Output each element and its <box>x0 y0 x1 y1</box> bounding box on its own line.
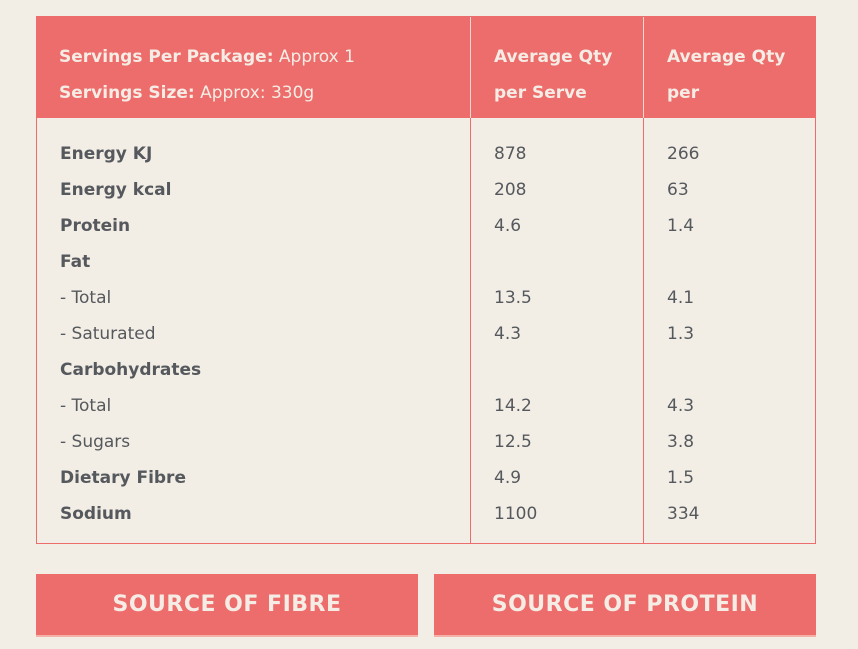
nutrient-label: Fat <box>60 252 91 272</box>
source-of-fibre-badge: SOURCE OF FIBRE <box>36 574 418 637</box>
table-body: Energy KJ 878 266 Energy kcal 208 63 Protein 4.… <box>37 118 815 543</box>
table-row: - Saturated 4.3 1.3 <box>37 316 815 352</box>
table-row: Energy kcal 208 63 <box>37 172 815 208</box>
per-value: 63 <box>667 180 689 200</box>
nutrient-label: Energy kcal <box>60 180 172 200</box>
table-row: Protein 4.6 1.4 <box>37 208 815 244</box>
per-serve-value: 1100 <box>494 504 538 524</box>
per-value: 4.3 <box>667 396 695 416</box>
per-value: 1.3 <box>667 324 695 344</box>
servings-info: Servings Per Package: Approx 1 Servings … <box>59 39 355 111</box>
header-text: Average Qty <box>494 47 613 67</box>
servings-per-package-value: Approx 1 <box>278 47 355 67</box>
per-value: 3.8 <box>667 432 695 452</box>
per-serve-value: 878 <box>494 144 527 164</box>
serving-size-label: Servings Size: <box>59 83 195 103</box>
per-value: 334 <box>667 504 700 524</box>
nutrient-label: - Total <box>60 288 112 308</box>
per-serve-value: 4.6 <box>494 216 522 236</box>
per-value: 266 <box>667 144 700 164</box>
source-of-protein-badge: SOURCE OF PROTEIN <box>434 574 816 637</box>
per-serve-value: 14.2 <box>494 396 532 416</box>
header-text: per Serve <box>494 83 587 103</box>
table-row: - Total 13.5 4.1 <box>37 280 815 316</box>
table-header: Servings Per Package: Approx 1 Servings … <box>37 17 815 118</box>
column-divider <box>470 118 471 543</box>
nutrient-label: Carbohydrates <box>60 360 202 380</box>
column-header-per-serve: Average Qty per Serve <box>494 39 612 111</box>
nutrient-label: Protein <box>60 216 131 236</box>
nutrient-label: - Sugars <box>60 432 131 452</box>
per-serve-value: 208 <box>494 180 527 200</box>
per-serve-value: 4.3 <box>494 324 522 344</box>
table-row: Carbohydrates <box>37 352 815 388</box>
column-divider <box>470 17 471 118</box>
table-row: Dietary Fibre 4.9 1.5 <box>37 460 815 496</box>
table-row: - Sugars 12.5 3.8 <box>37 424 815 460</box>
header-text: per <box>667 83 700 103</box>
column-divider <box>643 118 644 543</box>
table-row: Energy KJ 878 266 <box>37 136 815 172</box>
column-divider <box>643 17 644 118</box>
nutrient-label: - Total <box>60 396 112 416</box>
table-row: Sodium 1100 334 <box>37 496 815 532</box>
per-serve-value: 12.5 <box>494 432 532 452</box>
nutrient-label: Dietary Fibre <box>60 468 186 488</box>
nutrient-label: - Saturated <box>60 324 156 344</box>
per-value: 1.5 <box>667 468 695 488</box>
per-serve-value: 13.5 <box>494 288 532 308</box>
serving-size-value: Approx: 330g <box>200 83 315 103</box>
per-value: 4.1 <box>667 288 695 308</box>
per-value: 1.4 <box>667 216 695 236</box>
nutrient-label: Sodium <box>60 504 132 524</box>
nutrient-label: Energy KJ <box>60 144 153 164</box>
column-header-per: Average Qty per <box>667 39 785 111</box>
per-serve-value: 4.9 <box>494 468 522 488</box>
table-row: Fat <box>37 244 815 280</box>
nutrition-table: Servings Per Package: Approx 1 Servings … <box>36 16 816 544</box>
table-row: - Total 14.2 4.3 <box>37 388 815 424</box>
servings-per-package-label: Servings Per Package: <box>59 47 274 67</box>
header-text: Average Qty <box>667 47 786 67</box>
